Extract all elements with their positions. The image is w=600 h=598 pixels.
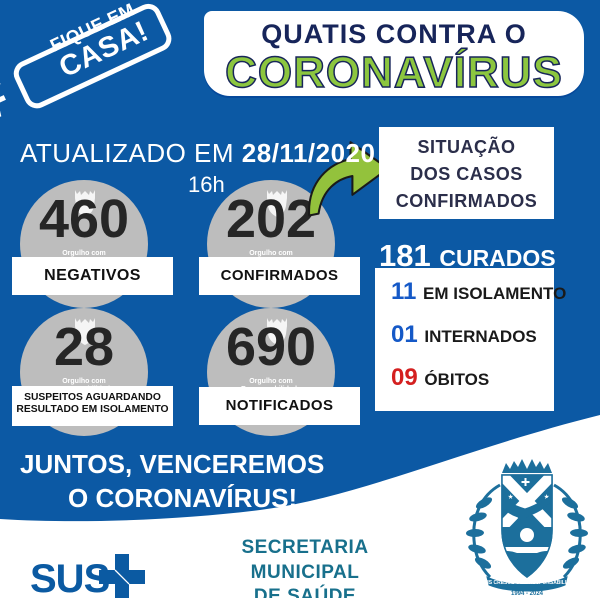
svg-text:1994 - 2024: 1994 - 2024: [511, 591, 544, 595]
svg-text:QUATIS CRESCE COM RESPONSABILI: QUATIS CRESCE COM RESPONSABILIDADE: [474, 580, 582, 586]
